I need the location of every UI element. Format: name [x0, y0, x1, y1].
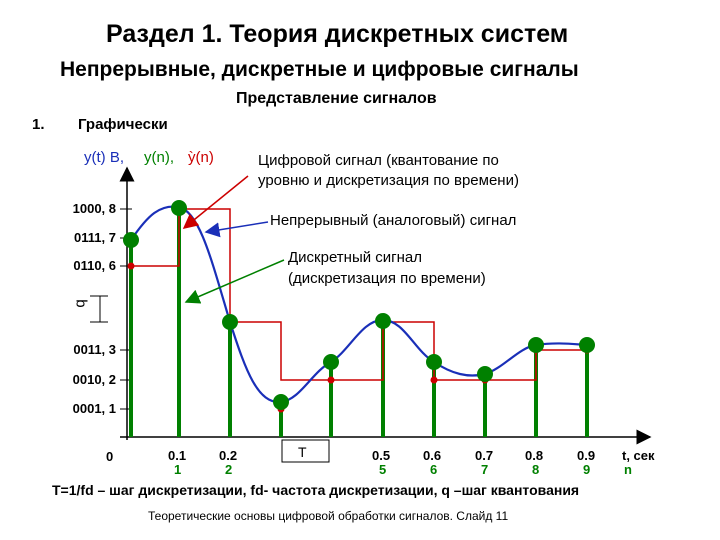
discrete-point-5: [375, 313, 391, 329]
x-tick-time-5: 0.5: [372, 448, 391, 463]
footer: Теоретические основы цифровой обработки …: [148, 509, 509, 523]
x-tick-index-7: 7: [481, 462, 489, 477]
discrete-point-2: [222, 314, 238, 330]
level-label-7: 0111, 7: [74, 230, 116, 245]
annotation-analog: Непрерывный (аналоговый) сигнал: [270, 212, 517, 229]
digital-points: [127, 205, 591, 413]
period-bracket: [281, 439, 330, 463]
analog-curve: [130, 205, 588, 404]
discrete-point-9: [579, 337, 595, 353]
level-label-3: 0011, 3: [73, 342, 116, 357]
y-label-digital: ỳ(n): [188, 149, 214, 166]
level-label-1: 0001, 1: [72, 401, 116, 416]
y-label-continuous: y(t) B,: [84, 149, 124, 166]
x-tick-index-6: 6: [430, 462, 438, 477]
discrete-point-3: [273, 394, 289, 410]
discrete-point-6: [426, 354, 442, 370]
x-tick-time-8: 0.8: [525, 448, 544, 463]
annotation-digital-line1: Цифровой сигнал (квантование по: [258, 152, 499, 169]
level-label-6: 0110, 6: [73, 258, 116, 273]
x-tick-index-2: 2: [225, 462, 233, 477]
x-tick-index-5: 5: [379, 462, 387, 477]
q-bracket: [90, 295, 108, 323]
x-tick-time-9: 0.9: [577, 448, 596, 463]
x-tick-time-6: 0.6: [423, 448, 442, 463]
level-label-8: 1000, 8: [72, 201, 116, 216]
discrete-annotation-arrow: [184, 259, 285, 304]
list-number: 1.: [32, 116, 45, 133]
discrete-point-8: [528, 337, 544, 353]
digital-point-6: [430, 376, 438, 384]
level-label-2: 0010, 2: [72, 372, 116, 387]
x-unit-index: n: [624, 462, 632, 477]
origin-label: 0: [106, 449, 114, 464]
x-unit-time: t, сек: [622, 448, 655, 463]
x-tick-time-2: 0.2: [219, 448, 238, 463]
x-tick-index-9: 9: [583, 462, 591, 477]
subtitle: Непрерывные, дискретные и цифровые сигна…: [60, 58, 579, 81]
digital-annotation-arrow: [182, 175, 249, 229]
x-tick-index-1: 1: [174, 462, 182, 477]
x-tick-time-7: 0.7: [475, 448, 494, 463]
digital-point-0: [127, 262, 135, 270]
x-tick-index-8: 8: [532, 462, 540, 477]
discrete-points: [123, 200, 595, 410]
annotation-discrete-line2: (дискретизация по времени): [288, 270, 486, 287]
digital-staircase: [131, 208, 587, 381]
y-label-discrete: y(n),: [144, 149, 174, 166]
period-label: T: [298, 444, 307, 460]
annotation-discrete-line1: Дискретный сигнал: [288, 249, 422, 266]
section-title: Раздел 1. Теория дискретных систем: [106, 20, 569, 48]
caption: T=1/fd – шаг дискретизации, fd- частота …: [52, 482, 580, 498]
analog-annotation-arrow: [204, 221, 269, 238]
annotation-digital-line2: уровню и дискретизация по времени): [258, 172, 519, 189]
discrete-point-1: [171, 200, 187, 216]
discrete-point-7: [477, 366, 493, 382]
discrete-stems: [129, 209, 589, 437]
x-tick-time-1: 0.1: [168, 448, 187, 463]
discrete-point-4: [323, 354, 339, 370]
discrete-point-0: [123, 232, 139, 248]
digital-point-4: [327, 376, 335, 384]
list-label: Графически: [78, 116, 168, 133]
topic-title: Представление сигналов: [236, 90, 437, 107]
